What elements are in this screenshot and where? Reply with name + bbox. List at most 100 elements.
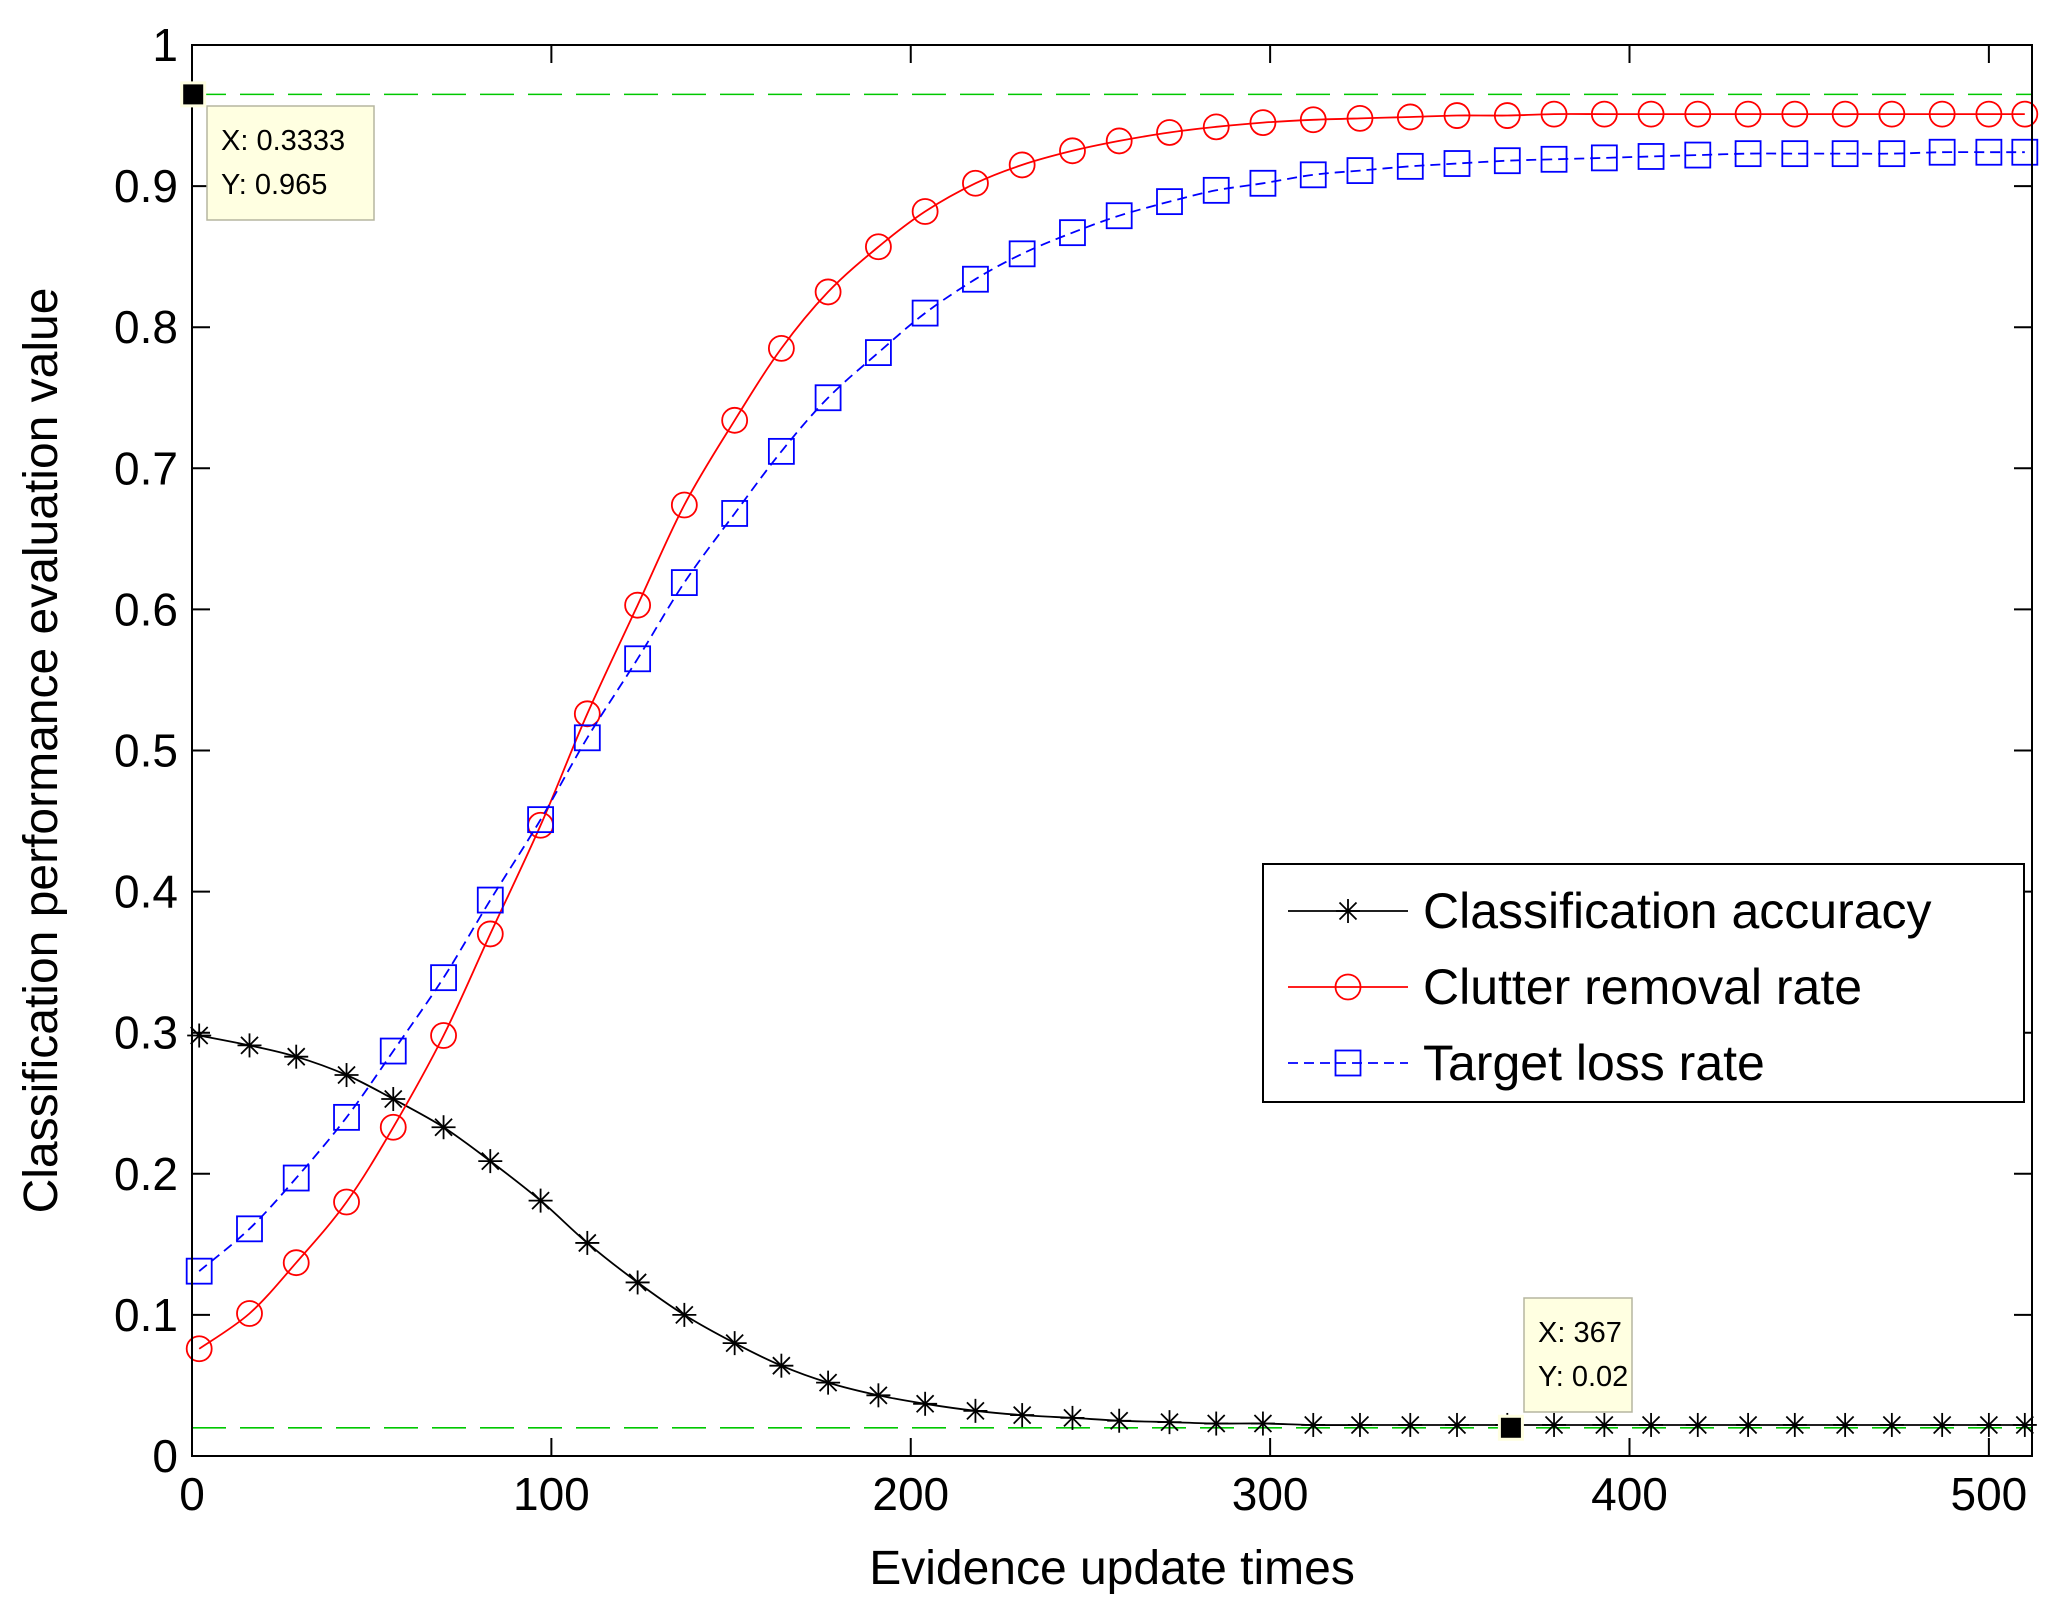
data-point-target-loss-rate	[1346, 157, 1374, 184]
data-point-clutter-removal-rate	[814, 278, 842, 306]
asterisk-stroke	[818, 1373, 838, 1392]
asterisk-stroke	[1595, 1415, 1614, 1435]
data-point-target-loss-rate	[865, 339, 892, 366]
asterisk-stroke	[1110, 1411, 1129, 1430]
data-point-classification-accuracy	[672, 1302, 697, 1327]
data-point-clutter-removal-rate	[962, 169, 989, 197]
x-tick-label: 400	[1591, 1468, 1668, 1520]
datatip-x-text: X: 367	[1538, 1317, 1622, 1349]
y-tick-label: 0.3	[114, 1007, 178, 1059]
data-point-classification-accuracy	[722, 1331, 747, 1356]
data-point-classification-accuracy	[2012, 1412, 2037, 1437]
data-point-classification-accuracy	[334, 1063, 359, 1088]
asterisk-stroke	[1785, 1415, 1804, 1435]
asterisk-stroke	[1835, 1415, 1855, 1435]
legend-marker	[1336, 899, 1360, 923]
data-point-target-loss-rate	[1928, 138, 1956, 166]
data-point-classification-accuracy	[1301, 1412, 1326, 1437]
data-point-clutter-removal-rate	[573, 700, 601, 728]
legend-label: Target loss rate	[1423, 1035, 1765, 1091]
data-point-target-loss-rate	[379, 1037, 407, 1065]
asterisk-stroke	[1447, 1415, 1467, 1435]
asterisk-stroke	[2015, 1415, 2034, 1435]
plot-background	[192, 45, 2032, 1456]
data-point-classification-accuracy	[528, 1188, 553, 1213]
asterisk-stroke	[287, 1047, 306, 1066]
asterisk-stroke	[1013, 1405, 1032, 1425]
data-point-clutter-removal-rate	[911, 198, 939, 225]
data-point-clutter-removal-rate	[1105, 127, 1133, 155]
data-point-clutter-removal-rate	[865, 233, 892, 261]
data-point-target-loss-rate	[476, 886, 504, 914]
asterisk-stroke	[1063, 1408, 1082, 1428]
data-point-target-loss-rate	[1105, 202, 1133, 230]
data-point-classification-accuracy	[913, 1391, 938, 1416]
data-point-classification-accuracy	[1542, 1412, 1567, 1437]
data-point-clutter-removal-rate	[1156, 119, 1183, 146]
data-point-target-loss-rate	[1590, 144, 1618, 172]
data-point-target-loss-rate	[962, 265, 989, 293]
asterisk-stroke	[384, 1089, 403, 1109]
data-point-clutter-removal-rate	[1396, 103, 1424, 131]
data-point-classification-accuracy	[1592, 1412, 1617, 1437]
data-point-target-loss-rate	[573, 724, 601, 752]
data-point-target-loss-rate	[1540, 145, 1568, 173]
data-point-clutter-removal-rate	[1637, 100, 1665, 128]
datatip-box	[206, 105, 375, 221]
data-point-clutter-removal-rate	[1540, 100, 1568, 128]
data-point-classification-accuracy	[625, 1270, 650, 1295]
data-point-target-loss-rate	[185, 1257, 213, 1285]
data-point-classification-accuracy	[1976, 1412, 2001, 1437]
data-point-target-loss-rate	[1493, 147, 1521, 175]
asterisk-stroke	[1738, 1415, 1758, 1435]
data-point-target-loss-rate	[1684, 141, 1712, 169]
data-point-target-loss-rate	[624, 645, 652, 673]
data-point-target-loss-rate	[527, 806, 554, 834]
datatip-lower: X: 367 Y: 0.02	[1497, 1297, 1633, 1441]
data-point-target-loss-rate	[814, 384, 842, 412]
datatip-y-text: Y: 0.965	[221, 169, 327, 201]
data-point-clutter-removal-rate	[236, 1300, 263, 1327]
legend-item-clutter-removal-rate: Clutter removal rate	[1288, 959, 1862, 1015]
data-point-classification-accuracy	[1010, 1403, 1035, 1428]
data-point-classification-accuracy	[1204, 1411, 1229, 1436]
data-point-classification-accuracy	[1685, 1412, 1710, 1437]
data-point-target-loss-rate	[1156, 188, 1183, 216]
data-point-target-loss-rate	[1249, 169, 1277, 197]
data-point-classification-accuracy	[1107, 1408, 1132, 1433]
data-point-classification-accuracy	[1157, 1410, 1182, 1435]
data-point-target-loss-rate	[1975, 138, 2003, 166]
data-point-classification-accuracy	[816, 1370, 841, 1395]
datatip-marker	[183, 84, 204, 105]
data-point-target-loss-rate	[911, 299, 939, 327]
data-point-target-loss-rate	[1202, 176, 1230, 204]
data-point-clutter-removal-rate	[670, 491, 698, 519]
data-point-target-loss-rate	[1059, 219, 1086, 247]
data-point-target-loss-rate	[1637, 143, 1665, 170]
data-point-clutter-removal-rate	[1684, 100, 1712, 128]
datatip-upper: X: 0.3333 Y: 0.965	[180, 81, 375, 221]
data-point-classification-accuracy	[381, 1087, 406, 1112]
asterisk-stroke	[1304, 1415, 1323, 1435]
series-line-clutter-removal-rate	[198, 113, 2025, 1350]
asterisk-stroke	[628, 1273, 647, 1292]
data-point-clutter-removal-rate	[1928, 100, 1956, 128]
asterisk-stroke	[1979, 1415, 1999, 1435]
data-point-target-loss-rate	[721, 500, 749, 527]
y-tick-label: 0.2	[114, 1148, 178, 1200]
data-point-target-loss-rate	[282, 1164, 310, 1192]
series-classification-accuracy	[187, 1023, 2037, 1437]
data-point-target-loss-rate	[1878, 140, 1906, 168]
data-point-target-loss-rate	[1396, 152, 1424, 180]
data-point-classification-accuracy	[284, 1044, 309, 1069]
data-point-target-loss-rate	[1734, 140, 1762, 168]
x-tick-label: 0	[179, 1468, 205, 1520]
x-tick-label: 300	[1232, 1468, 1309, 1520]
data-point-clutter-removal-rate	[185, 1335, 213, 1363]
data-point-clutter-removal-rate	[2011, 100, 2039, 128]
data-point-classification-accuracy	[1879, 1412, 1904, 1437]
asterisk-stroke	[578, 1233, 597, 1253]
data-point-clutter-removal-rate	[282, 1249, 310, 1277]
data-point-clutter-removal-rate	[1008, 151, 1036, 179]
x-tick-label: 500	[1951, 1468, 2028, 1520]
